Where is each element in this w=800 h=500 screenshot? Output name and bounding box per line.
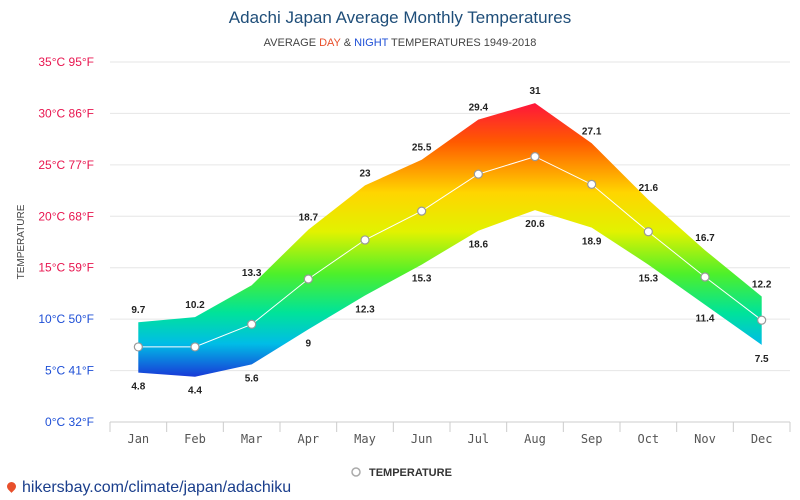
temperature-series-line [138,156,763,348]
night-value-label: 12.3 [355,304,375,315]
y-tick-label: 0°C 32°F [45,415,94,429]
day-value-label: 10.2 [185,300,205,311]
x-tick-label: Dec [751,432,773,446]
temperature-point[interactable] [587,179,597,189]
location-pin-icon [5,480,18,493]
y-tick-label: 25°C 77°F [38,158,94,172]
data-labels: 9.7 10.2 13.3 18.7 23 25.5 29.4 31 27.1 21.6 16.7 1… [131,86,771,397]
night-value-label: 15.3 [639,274,659,285]
temperature-point[interactable] [190,342,200,352]
temperature-point[interactable] [247,319,257,329]
y-axis-ticks: 0°C 32°F 5°C 41°F 10°C 50°F 15°C 59°F 20°C 6… [38,55,94,429]
night-value-label: 4.8 [131,382,145,393]
y-tick-label: 10°C 50°F [38,312,94,326]
y-tick-label: 15°C 59°F [38,261,94,275]
x-tick-label: Apr [297,432,319,446]
day-value-label: 23 [359,168,371,179]
legend-label: TEMPERATURE [369,467,452,479]
y-tick-label: 35°C 95°F [38,55,94,69]
temperature-point[interactable] [473,169,483,179]
y-tick-label: 20°C 68°F [38,209,94,223]
chart-title: Adachi Japan Average Monthly Temperature… [229,8,571,27]
source-text: hikersbay.com/climate/japan/adachiku [22,479,292,496]
x-tick-label: Aug [524,432,546,446]
y-tick-label: 30°C 86°F [38,106,94,120]
x-axis: Jan Feb Mar Apr May Jun Jul Aug Sep Oct Nov Dec [109,421,791,446]
y-tick-label: 5°C 41°F [45,364,94,378]
day-value-label: 25.5 [412,143,432,154]
temperature-point[interactable] [757,315,767,325]
x-tick-label: Jun [411,432,433,446]
x-tick-label: Sep [581,432,603,446]
day-value-label: 27.1 [582,126,602,137]
night-value-label: 4.4 [188,386,202,397]
legend-marker-icon [351,467,361,477]
temperature-point[interactable] [360,235,370,245]
temperature-point[interactable] [643,227,653,237]
day-value-label: 12.2 [752,280,772,291]
temperature-line [133,152,767,352]
x-tick-label: Mar [241,432,263,446]
day-value-label: 21.6 [639,183,659,194]
x-tick-label: Oct [637,432,659,446]
x-tick-label: Jan [127,432,149,446]
x-tick-label: May [354,432,376,446]
y-axis-label: TEMPERATURE [16,204,27,279]
day-value-label: 31 [529,86,541,97]
subtitle-amp: & [341,37,354,49]
source-link[interactable]: hikersbay.com/climate/japan/adachiku [4,479,291,497]
night-value-label: 15.3 [412,274,432,285]
night-value-label: 11.4 [696,314,715,325]
x-tick-label: Feb [184,432,206,446]
temperature-band [138,103,762,377]
temperature-point[interactable] [530,152,540,162]
day-value-label: 18.7 [299,213,319,224]
day-value-label: 29.4 [469,103,489,114]
day-value-label: 16.7 [695,233,715,244]
subtitle-part1: AVERAGE [264,37,319,49]
day-value-label: 13.3 [242,268,262,279]
subtitle-night: NIGHT [354,37,389,49]
temperature-point[interactable] [133,342,143,352]
temperature-point[interactable] [303,274,313,284]
night-value-label: 5.6 [245,373,259,384]
night-value-label: 9 [306,338,312,349]
chart-subtitle: AVERAGE DAY & NIGHT TEMPERATURES 1949-20… [264,37,537,49]
day-value-label: 9.7 [131,305,145,316]
subtitle-part2: TEMPERATURES 1949-2018 [388,37,536,49]
legend[interactable]: TEMPERATURE [351,467,452,479]
night-value-label: 18.6 [469,240,489,251]
subtitle-day: DAY [319,37,341,49]
x-tick-label: Nov [694,432,716,446]
temperature-point[interactable] [700,272,710,282]
temperature-point[interactable] [417,206,427,216]
night-value-label: 7.5 [755,354,769,365]
night-value-label: 18.9 [582,237,602,248]
day-night-band [138,103,762,377]
x-tick-label: Jul [467,432,489,446]
night-value-label: 20.6 [525,219,545,230]
